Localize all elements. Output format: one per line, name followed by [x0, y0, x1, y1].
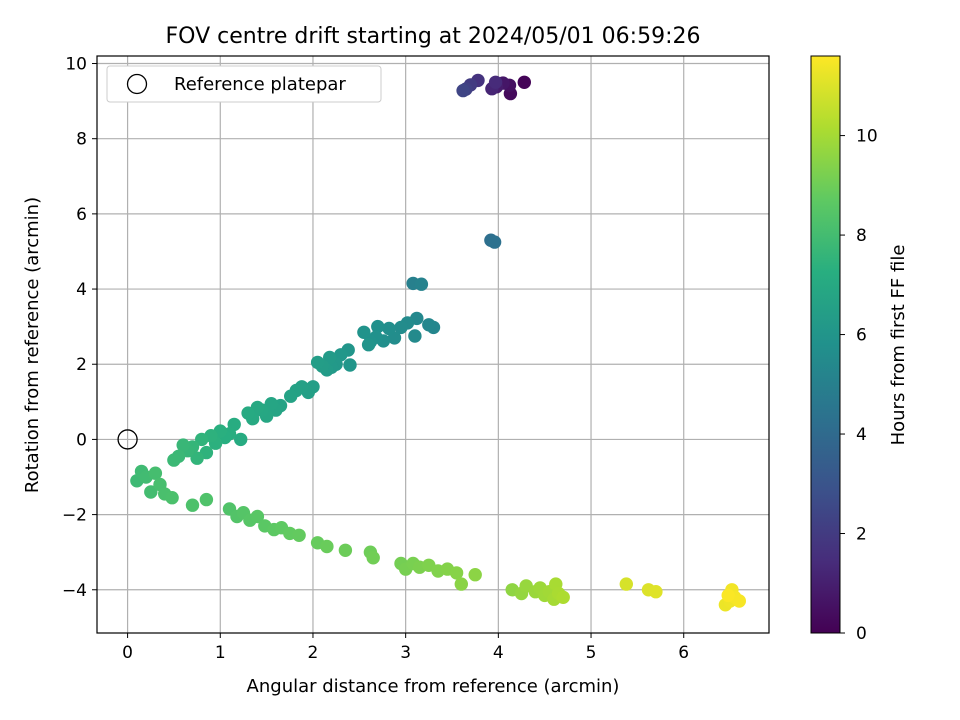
colorbar-tick-label: 6	[856, 326, 867, 346]
x-tick-label: 1	[215, 643, 226, 663]
data-point	[241, 406, 255, 420]
data-point	[649, 585, 663, 599]
y-tick-label: 10	[65, 55, 87, 75]
data-point	[556, 590, 570, 604]
data-point	[199, 492, 214, 507]
data-point	[144, 485, 158, 499]
colorbar-tick-label: 0	[856, 624, 867, 644]
y-tick-label: −2	[62, 506, 87, 526]
data-point	[408, 329, 422, 343]
reference-platepar-marker	[117, 429, 138, 450]
colorbar-tick-label: 10	[856, 127, 878, 147]
data-point	[366, 551, 380, 565]
colorbar-tick-label: 8	[856, 226, 867, 246]
legend-label: Reference platepar	[174, 74, 346, 95]
legend: Reference platepar	[106, 65, 382, 103]
data-point	[454, 577, 468, 591]
data-point	[449, 566, 464, 580]
data-point	[195, 432, 209, 447]
x-tick-label: 4	[493, 643, 504, 663]
x-tick-label: 3	[400, 643, 411, 663]
chart-title: FOV centre drift starting at 2024/05/01 …	[166, 24, 701, 49]
y-tick-label: 8	[76, 130, 87, 150]
data-point	[422, 318, 436, 332]
data-point	[487, 235, 502, 249]
data-point	[176, 438, 190, 452]
grid-lines	[97, 56, 769, 633]
colorbar-ticks: 0 2 4 6 8 10	[840, 127, 878, 644]
data-point	[721, 588, 735, 603]
x-tick-label: 5	[586, 643, 597, 663]
data-point	[234, 432, 248, 447]
data-point	[468, 568, 482, 582]
data-point	[320, 539, 334, 554]
colorbar-tick-label: 2	[856, 525, 867, 545]
data-point	[284, 389, 298, 403]
plot-frame	[96, 55, 770, 634]
data-point	[167, 453, 181, 467]
data-point	[310, 355, 325, 370]
y-tick-label: 2	[76, 355, 87, 375]
data-point	[371, 319, 385, 334]
data-point	[250, 509, 265, 524]
x-tick-label: 0	[122, 643, 133, 663]
data-point	[488, 75, 503, 90]
y-axis-ticks: −4 −2 0 2 4 6 8 10	[62, 55, 97, 601]
data-point	[292, 528, 306, 542]
legend-box	[106, 65, 382, 103]
data-point	[357, 325, 371, 339]
y-tick-label: −4	[62, 581, 87, 601]
colorbar: 0 2 4 6 8 10 Hours from first FF file	[810, 55, 909, 644]
y-tick-label: 6	[76, 205, 87, 225]
colorbar-tick-label: 4	[856, 425, 867, 445]
legend-marker	[126, 73, 148, 95]
data-point	[517, 75, 531, 90]
data-points	[130, 73, 746, 612]
reference-marker-group	[117, 429, 138, 450]
data-point	[382, 321, 396, 336]
y-tick-label: 0	[76, 430, 87, 450]
data-point	[732, 594, 746, 608]
data-point	[619, 577, 633, 591]
data-point	[190, 451, 204, 465]
x-tick-label: 2	[308, 643, 319, 663]
data-point	[185, 498, 200, 512]
y-tick-label: 4	[76, 280, 87, 300]
x-tick-label: 6	[678, 643, 689, 663]
y-axis-label: Rotation from reference (arcmin)	[22, 197, 43, 493]
data-point	[394, 320, 408, 335]
x-axis-ticks: 0 1 2 3 4 5 6	[122, 633, 689, 663]
data-point	[165, 491, 179, 505]
data-point	[456, 83, 470, 98]
data-point	[361, 338, 376, 352]
data-point	[414, 277, 429, 291]
data-point	[343, 358, 357, 372]
colorbar-gradient	[810, 55, 841, 634]
x-axis-label: Angular distance from reference (arcmin)	[247, 676, 620, 697]
colorbar-label: Hours from first FF file	[888, 245, 909, 446]
data-point	[338, 543, 353, 557]
data-point	[148, 466, 163, 480]
